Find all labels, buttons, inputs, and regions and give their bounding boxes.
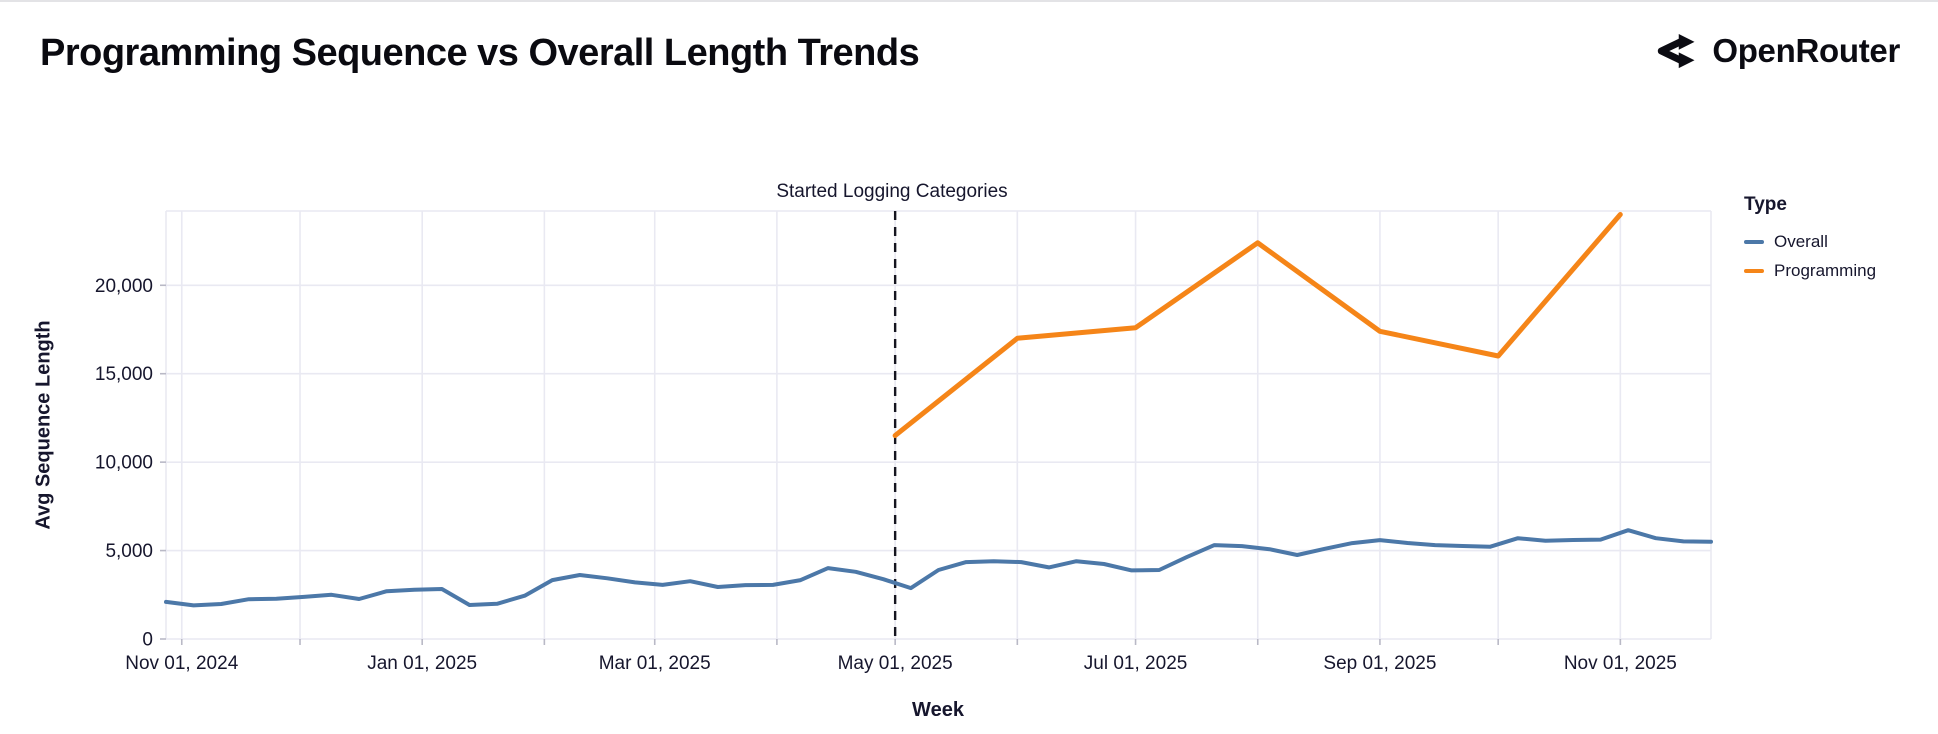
openrouter-logo[interactable]: OpenRouter	[1656, 30, 1900, 72]
x-tick-label: Jul 01, 2025	[1084, 653, 1188, 674]
y-tick-label: 20,000	[95, 276, 153, 297]
legend-label: Programming	[1774, 261, 1877, 280]
page-title: Programming Sequence vs Overall Length T…	[40, 32, 920, 74]
y-axis-labels: 0 5,000 10,000 15,000 20,000	[95, 276, 153, 651]
x-tick-label: Jan 01, 2025	[367, 653, 477, 674]
annotation-label: Started Logging Categories	[776, 181, 1008, 202]
programming-line	[892, 212, 1623, 439]
x-axis-labels: Nov 01, 2024 Jan 01, 2025 Mar 01, 2025 May …	[125, 653, 1677, 674]
openrouter-logo-icon	[1656, 30, 1698, 72]
legend-title: Type	[1744, 194, 1787, 215]
y-tick-label: 5,000	[105, 541, 153, 562]
legend-label: Overall	[1774, 232, 1828, 251]
legend-swatch-overall	[1744, 239, 1764, 245]
x-axis-title: Week	[912, 699, 964, 721]
chart-legend: Type Overall Programming	[1744, 194, 1876, 290]
axis-ticks	[160, 284, 1622, 645]
gridlines	[165, 210, 1712, 640]
y-axis-title: Avg Sequence Length	[32, 320, 55, 530]
legend-swatch-programming	[1744, 268, 1764, 274]
y-tick-label: 10,000	[95, 453, 153, 474]
overall-line	[164, 528, 1713, 608]
y-tick-label: 0	[142, 630, 153, 651]
x-tick-label: Nov 01, 2024	[125, 653, 238, 674]
legend-item: Overall	[1744, 232, 1876, 252]
x-tick-label: May 01, 2025	[838, 653, 953, 674]
legend-items: Overall Programming	[1744, 232, 1876, 281]
brand-name: OpenRouter	[1712, 32, 1900, 69]
y-tick-label: 15,000	[95, 364, 153, 385]
x-tick-label: Mar 01, 2025	[599, 653, 711, 674]
x-tick-label: Nov 01, 2025	[1564, 653, 1677, 674]
legend-item: Programming	[1744, 261, 1876, 281]
x-tick-label: Sep 01, 2025	[1323, 653, 1436, 674]
